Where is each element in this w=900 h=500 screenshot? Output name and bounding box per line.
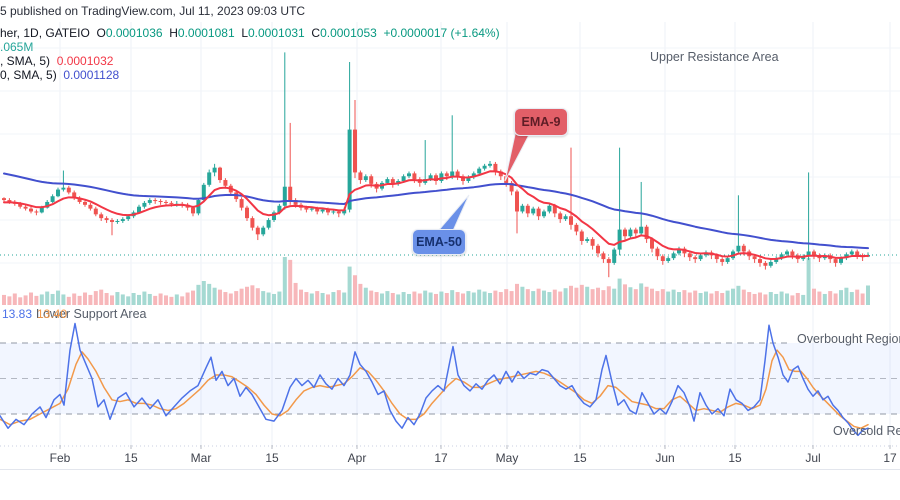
overbought-region-label: Overbought Region: [797, 332, 900, 346]
ema50-callout-tail: [437, 194, 470, 234]
x-axis-label: Jul: [805, 451, 821, 465]
x-axis-label: Jun: [655, 451, 675, 465]
ohlc-open-value: 0.0001036: [105, 26, 163, 40]
ohlc-open-label: O: [96, 26, 106, 40]
rsi-value-blue: 13.83: [2, 307, 33, 321]
ohlc-low-label: L: [241, 26, 248, 40]
ema50-legend-row[interactable]: 0, SMA, 5) 0.0001128: [0, 68, 119, 82]
published-caption: 5 published on TradingView.com, Jul 11, …: [0, 4, 306, 18]
ohlc-high-value: 0.0001081: [177, 26, 235, 40]
ohlc-high-label: H: [169, 26, 178, 40]
oversold-region-label: Oversold Region: [833, 424, 900, 438]
ema9-callout[interactable]: EMA-9: [514, 108, 568, 136]
x-axis-label: 15: [124, 451, 138, 465]
x-axis-label: Mar: [190, 451, 212, 465]
x-axis-label: 15: [728, 451, 742, 465]
ema9-legend-value: 0.0001032: [56, 54, 114, 68]
upper-resistance-label: Upper Resistance Area: [650, 50, 779, 64]
x-axis-label: 17: [883, 451, 897, 465]
x-axis-label: 15: [265, 451, 279, 465]
lower-support-label: Lower Support Area: [36, 307, 147, 321]
x-axis-label: 17: [434, 451, 448, 465]
ema50-callout[interactable]: EMA-50: [412, 229, 466, 255]
ohlc-low-value: 0.0001031: [248, 26, 305, 40]
x-axis-label: 15: [573, 451, 587, 465]
volume-legend-row[interactable]: .065M: [0, 40, 33, 54]
ohlc-close-label: C: [311, 26, 321, 40]
ohlc-close-value: 0.0001053: [320, 26, 377, 40]
ema9-legend-row[interactable]: , SMA, 5) 0.0001032: [0, 54, 113, 68]
x-axis-label: Feb: [49, 451, 71, 465]
ema50-legend-title: 0, SMA, 5): [0, 68, 57, 82]
ohlc-change-value: +0.0000017 (+1.64%): [383, 26, 500, 40]
rsi-signal-value-orange: 13.40: [37, 307, 68, 321]
x-axis-label: Apr: [347, 451, 367, 465]
symbol-name: her, 1D, GATEIO: [0, 26, 90, 40]
volume-value: .065M: [0, 40, 34, 54]
symbol-legend-row[interactable]: her, 1D, GATEIO O0.0001036 H0.0001081 L0…: [0, 26, 500, 40]
ema9-callout-tail: [504, 129, 531, 182]
ema9-legend-title: , SMA, 5): [0, 54, 51, 68]
ema50-legend-value: 0.0001128: [63, 68, 120, 82]
x-axis-label: May: [495, 451, 519, 465]
